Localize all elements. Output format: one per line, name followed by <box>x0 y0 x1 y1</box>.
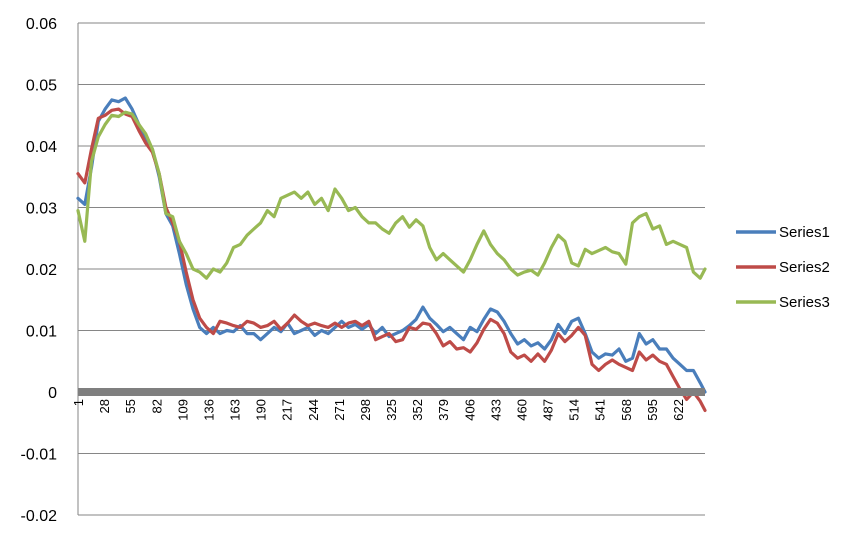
y-tick-label: -0.01 <box>21 447 58 464</box>
y-tick-label: 0.05 <box>26 78 57 95</box>
x-tick-label: 595 <box>645 399 660 421</box>
x-tick-label: 136 <box>201 399 216 421</box>
gridlines <box>78 22 705 516</box>
legend-label-series3: Series3 <box>779 294 830 311</box>
y-tick-label: 0.06 <box>26 16 57 33</box>
y-tick-label: 0.02 <box>26 262 57 279</box>
x-axis-ticks: 1 28 55 82 109 136 163 190 217 244 271 298 325 352 379… <box>71 399 686 421</box>
x-tick-label: 55 <box>123 399 138 413</box>
y-tick-label: 0.01 <box>26 324 57 341</box>
legend-label-series1: Series1 <box>779 224 830 241</box>
x-tick-label: 28 <box>97 399 112 413</box>
x-tick-label: 109 <box>175 399 190 421</box>
x-tick-label: 487 <box>541 399 556 421</box>
series-line-series3 <box>76 110 707 280</box>
x-tick-label: 433 <box>488 399 503 421</box>
x-tick-label: 622 <box>671 399 686 421</box>
x-tick-label: 298 <box>358 399 373 421</box>
x-tick-label: 568 <box>619 399 634 421</box>
x-tick-label: 244 <box>306 399 321 421</box>
legend: Series1 Series2 Series3 <box>736 224 830 311</box>
legend-label-series2: Series2 <box>779 259 830 276</box>
y-tick-label: 0.04 <box>26 139 57 156</box>
y-tick-label: -0.02 <box>21 508 58 525</box>
x-tick-label: 163 <box>228 399 243 421</box>
x-tick-label: 325 <box>384 399 399 421</box>
y-tick-label: 0.03 <box>26 201 57 218</box>
x-tick-label: 190 <box>254 399 269 421</box>
x-tick-label: 379 <box>436 399 451 421</box>
x-tick-label: 541 <box>593 399 608 421</box>
y-axis-ticks: -0.02 -0.01 0 0.01 0.02 0.03 0.04 0.05 0.06 <box>21 16 58 525</box>
x-tick-label: 1 <box>71 399 86 406</box>
series-line-series1 <box>76 96 707 394</box>
series-lines <box>76 96 707 412</box>
x-tick-label: 460 <box>514 399 529 421</box>
y-tick-label: 0 <box>48 385 57 402</box>
x-tick-label: 406 <box>462 399 477 421</box>
x-tick-label: 352 <box>410 399 425 421</box>
x-tick-label: 271 <box>332 399 347 421</box>
x-tick-label: 217 <box>280 399 295 421</box>
x-tick-label: 82 <box>149 399 164 413</box>
series-line-series2 <box>76 107 707 412</box>
x-tick-label: 514 <box>567 399 582 421</box>
